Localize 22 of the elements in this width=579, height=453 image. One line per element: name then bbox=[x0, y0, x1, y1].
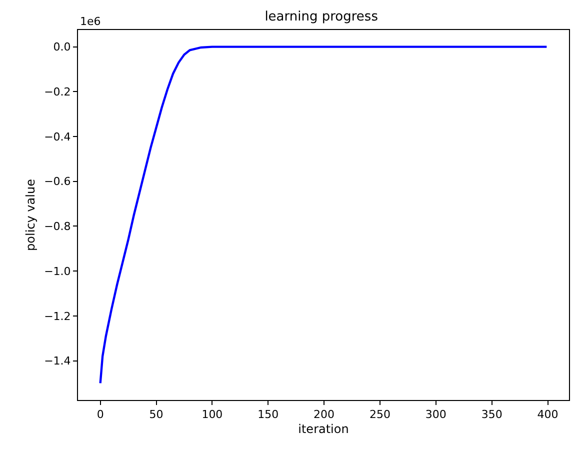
x-tick-label: 100 bbox=[202, 408, 223, 422]
x-tick-label: 400 bbox=[537, 408, 558, 422]
chart-title: learning progress bbox=[264, 9, 378, 24]
x-tick-label: 50 bbox=[149, 408, 164, 422]
y-axis-title: policy value bbox=[23, 179, 38, 251]
x-tick-label: 200 bbox=[314, 408, 335, 422]
x-tick-label: 300 bbox=[425, 408, 446, 422]
y-tick-label: −0.4 bbox=[44, 130, 71, 144]
text: 1e6 bbox=[80, 15, 101, 28]
y-tick-label: −1.0 bbox=[44, 264, 71, 278]
x-axis-title: iteration bbox=[298, 422, 349, 436]
y-tick-label: −0.6 bbox=[44, 175, 71, 188]
y-tick-label: −0.2 bbox=[44, 86, 71, 99]
y-tick-label: −1.4 bbox=[44, 354, 71, 368]
y-tick-label: −0.8 bbox=[44, 220, 71, 234]
x-tick-label: 150 bbox=[258, 408, 279, 422]
x-tick-label: 0 bbox=[96, 408, 104, 422]
y-tick-label: 0.0 bbox=[53, 40, 71, 54]
y-tick-label: −1.2 bbox=[44, 310, 71, 323]
x-tick-label: 350 bbox=[481, 408, 502, 422]
line-series bbox=[99, 46, 548, 384]
x-tick-label: 250 bbox=[369, 408, 390, 422]
